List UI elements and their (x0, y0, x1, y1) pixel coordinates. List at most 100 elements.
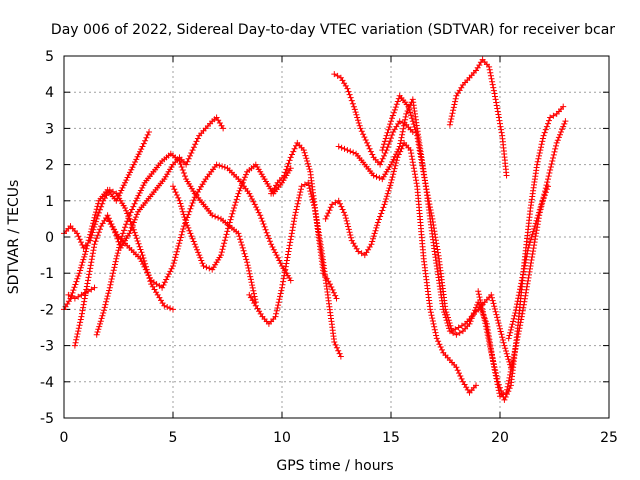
data-point (331, 71, 338, 78)
data-point (512, 310, 519, 316)
data-point (137, 246, 144, 253)
data-point (448, 113, 455, 120)
data-point (411, 124, 418, 130)
data-point (370, 235, 376, 242)
data-point (80, 256, 87, 263)
data-point (450, 107, 457, 114)
data-point (303, 155, 310, 162)
data-point (137, 148, 143, 155)
data-point (126, 212, 133, 219)
data-point (506, 385, 513, 392)
data-point (278, 287, 285, 294)
data-point (75, 233, 82, 240)
data-point (236, 187, 243, 194)
data-point (393, 101, 400, 108)
data-point (244, 262, 251, 269)
data-point (393, 160, 400, 166)
data-point (90, 247, 97, 254)
data-point (478, 302, 485, 309)
data-point (458, 375, 465, 382)
data-point (177, 234, 184, 241)
data-point (458, 322, 465, 329)
data-point (344, 85, 351, 92)
data-point (255, 209, 262, 216)
data-point (487, 72, 494, 79)
data-point (177, 237, 183, 244)
data-point (178, 203, 185, 210)
data-point (490, 358, 497, 365)
data-point (499, 334, 506, 341)
data-point (274, 254, 281, 261)
data-point (452, 326, 459, 333)
y-tick-label: -2 (40, 302, 54, 318)
data-point (127, 209, 134, 216)
data-point (98, 315, 105, 322)
data-point (506, 358, 513, 365)
data-point (296, 194, 302, 201)
data-point (221, 164, 228, 171)
data-point (390, 171, 397, 178)
data-point (194, 135, 201, 142)
series-sat-d (71, 114, 227, 349)
data-point (380, 144, 387, 151)
data-point (240, 177, 247, 183)
y-axis-label: SDTVAR / TECUs (6, 180, 22, 295)
data-point (507, 326, 514, 333)
data-point (388, 179, 394, 186)
data-point (198, 257, 205, 264)
data-point (476, 294, 483, 301)
data-point (110, 270, 116, 277)
data-point (410, 121, 417, 128)
data-point (179, 208, 186, 215)
data-point (520, 268, 527, 275)
data-point (116, 244, 123, 251)
data-point (114, 250, 121, 257)
data-point (503, 348, 509, 354)
data-point (351, 106, 358, 113)
data-point (82, 248, 89, 255)
data-point (131, 229, 138, 236)
data-point (279, 281, 286, 288)
data-point (138, 249, 145, 256)
data-point (442, 311, 448, 318)
data-point (121, 227, 127, 234)
data-point (334, 72, 341, 79)
data-point (123, 221, 130, 228)
data-point (269, 244, 276, 250)
data-point (114, 252, 120, 259)
data-point (95, 200, 102, 207)
data-point (489, 297, 496, 304)
data-point (362, 137, 369, 143)
data-point (365, 142, 372, 149)
data-point (344, 220, 351, 227)
data-point (379, 207, 386, 214)
data-point (500, 339, 507, 346)
data-point (246, 291, 253, 298)
data-point (290, 148, 297, 155)
data-point (536, 152, 542, 159)
data-point (373, 173, 380, 180)
data-point (135, 192, 142, 199)
data-point (171, 257, 178, 264)
data-point (262, 226, 269, 233)
x-tick-label: 20 (491, 430, 509, 446)
data-point (545, 120, 551, 127)
data-point (369, 238, 376, 245)
series-line (74, 116, 224, 346)
data-point (332, 292, 339, 299)
data-point (77, 319, 84, 326)
data-point (345, 226, 352, 233)
data-point (90, 220, 97, 227)
data-point (355, 248, 362, 255)
data-point (118, 187, 125, 194)
data-point (342, 212, 349, 219)
data-point (80, 301, 87, 308)
data-point (179, 205, 185, 212)
data-point (235, 190, 242, 197)
data-point (360, 131, 367, 138)
data-point (261, 223, 268, 230)
data-point (243, 171, 249, 178)
data-point (559, 126, 566, 133)
data-point (388, 161, 394, 168)
data-point (259, 218, 266, 225)
